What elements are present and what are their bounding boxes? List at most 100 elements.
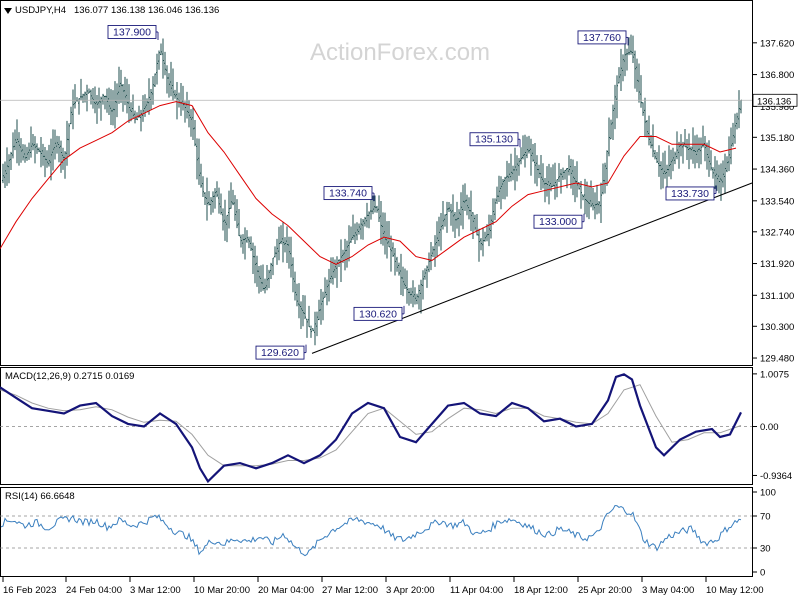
price-annotation: 135.130 (469, 132, 521, 148)
ohlc-bar (518, 158, 520, 176)
ohlc-bar (218, 187, 220, 214)
ohlc-bar (238, 208, 240, 237)
ohlc-bar (424, 268, 426, 280)
time-tick: 10 May 12:00 (705, 577, 764, 596)
ohlc-bar (490, 215, 492, 239)
ohlc-bar (706, 142, 708, 170)
ohlc-bar (286, 226, 288, 263)
price-tick-label: 133.540 (760, 196, 794, 207)
ohlc-bar (202, 176, 204, 197)
ohlc-bar (606, 150, 608, 186)
ohlc-bar (232, 189, 234, 206)
macd-axis: 1.0075 0.00 -0.9364 (753, 369, 792, 482)
ohlc-bar (350, 226, 352, 243)
time-axis: 16 Feb 2023 24 Feb 04:00 3 Mar 12:00 10 Mar… (2, 577, 764, 596)
ohlc-bar (166, 65, 168, 94)
ohlc-bar (636, 58, 638, 92)
ohlc-bar (174, 89, 176, 99)
ohlc-bar (260, 265, 262, 292)
ohlc-bar (686, 138, 688, 160)
ohlc-bar (390, 235, 392, 272)
support-trendline (311, 182, 753, 354)
ohlc-bar (496, 186, 498, 204)
ohlc-bar (354, 223, 356, 244)
ohlc-bar (30, 126, 32, 158)
ohlc-bar (348, 225, 350, 262)
time-tick: 24 Feb 04:00 (65, 577, 122, 596)
price-tick: 136.800 (753, 70, 794, 81)
ohlc-bar (568, 155, 570, 176)
ohlc-bar (704, 135, 706, 162)
ohlc-bar (406, 270, 408, 304)
time-tick: 16 Feb 2023 (2, 577, 56, 596)
time-tick-label: 25 Apr 20:00 (578, 585, 632, 596)
ohlc-bar (526, 136, 528, 159)
ohlc-bar (98, 87, 100, 109)
ohlc-bar (724, 153, 726, 194)
ohlc-bar (420, 279, 422, 314)
ohlc-bar (44, 147, 46, 178)
price-tick: 129.480 (753, 354, 794, 365)
ohlc-bar (194, 119, 196, 147)
ohlc-bar (392, 242, 394, 257)
time-tick: 25 Apr 20:00 (577, 577, 632, 596)
ohlc-bar (550, 167, 552, 192)
ohlc-bar (546, 166, 548, 197)
time-tick-label: 3 May 04:00 (642, 585, 694, 596)
ohlc-bar (484, 231, 486, 242)
ohlc-bar (412, 280, 414, 308)
ohlc-bar (632, 35, 634, 63)
ohlc-bar (524, 134, 526, 168)
ohlc-bar (270, 262, 272, 280)
ohlc-bar (396, 256, 398, 272)
ohlc-bar (22, 144, 24, 161)
ohlc-bar (430, 241, 432, 271)
ohlc-bar (122, 83, 124, 112)
ohlc-bar (94, 86, 96, 114)
ohlc-bar (254, 245, 256, 284)
annotation-label: 137.900 (113, 26, 151, 38)
rsi-tick-label: 70 (760, 512, 771, 523)
time-tick: 20 Mar 04:00 (257, 577, 314, 596)
ohlc-bar (322, 291, 324, 321)
ohlc-bar (282, 221, 284, 263)
ohlc-bar (132, 94, 134, 119)
annotation-label: 137.760 (583, 32, 621, 44)
ohlc-bar (110, 89, 112, 125)
ohlc-bar (20, 138, 22, 163)
ohlc-bar (642, 102, 644, 116)
ohlc-bar (84, 91, 86, 103)
ohlc-bar (326, 279, 328, 306)
ohlc-bar (482, 227, 484, 257)
ohlc-bar (464, 183, 466, 211)
ohlc-bar (582, 194, 584, 201)
ohlc-bar (564, 169, 566, 180)
ohlc-bar (220, 193, 222, 215)
moving-average (0, 101, 737, 265)
ohlc-bar (470, 190, 472, 232)
time-tick: 3 Mar 12:00 (129, 577, 181, 596)
ohlc-bar (404, 268, 406, 290)
price-tick-label: 131.100 (760, 291, 794, 302)
price-annotation: 133.000 (533, 213, 585, 229)
ohlc-bar (718, 164, 720, 194)
price-tick-label: 136.800 (760, 70, 794, 81)
rsi-levels (0, 515, 752, 549)
price-annotation: 130.620 (353, 305, 405, 321)
ohlc-bar (64, 151, 66, 179)
ohlc-bar (736, 112, 738, 130)
ohlc-bar (200, 163, 202, 188)
price-tick-label: 129.480 (760, 354, 794, 365)
dropdown-triangle-icon[interactable] (4, 8, 12, 14)
ohlc-bar (356, 222, 358, 241)
ohlc-bar (90, 89, 92, 105)
ohlc-bar (400, 253, 402, 295)
time-tick-label: 27 Mar 12:00 (322, 585, 378, 596)
ohlc-bar (732, 122, 734, 147)
price-tick-label: 130.300 (760, 322, 794, 333)
ohlc-bar (364, 216, 366, 227)
ohlc-bar (414, 287, 416, 305)
ohlc-bar (92, 87, 94, 109)
ohlc-bar (118, 66, 120, 104)
ohlc-bar (26, 146, 28, 161)
